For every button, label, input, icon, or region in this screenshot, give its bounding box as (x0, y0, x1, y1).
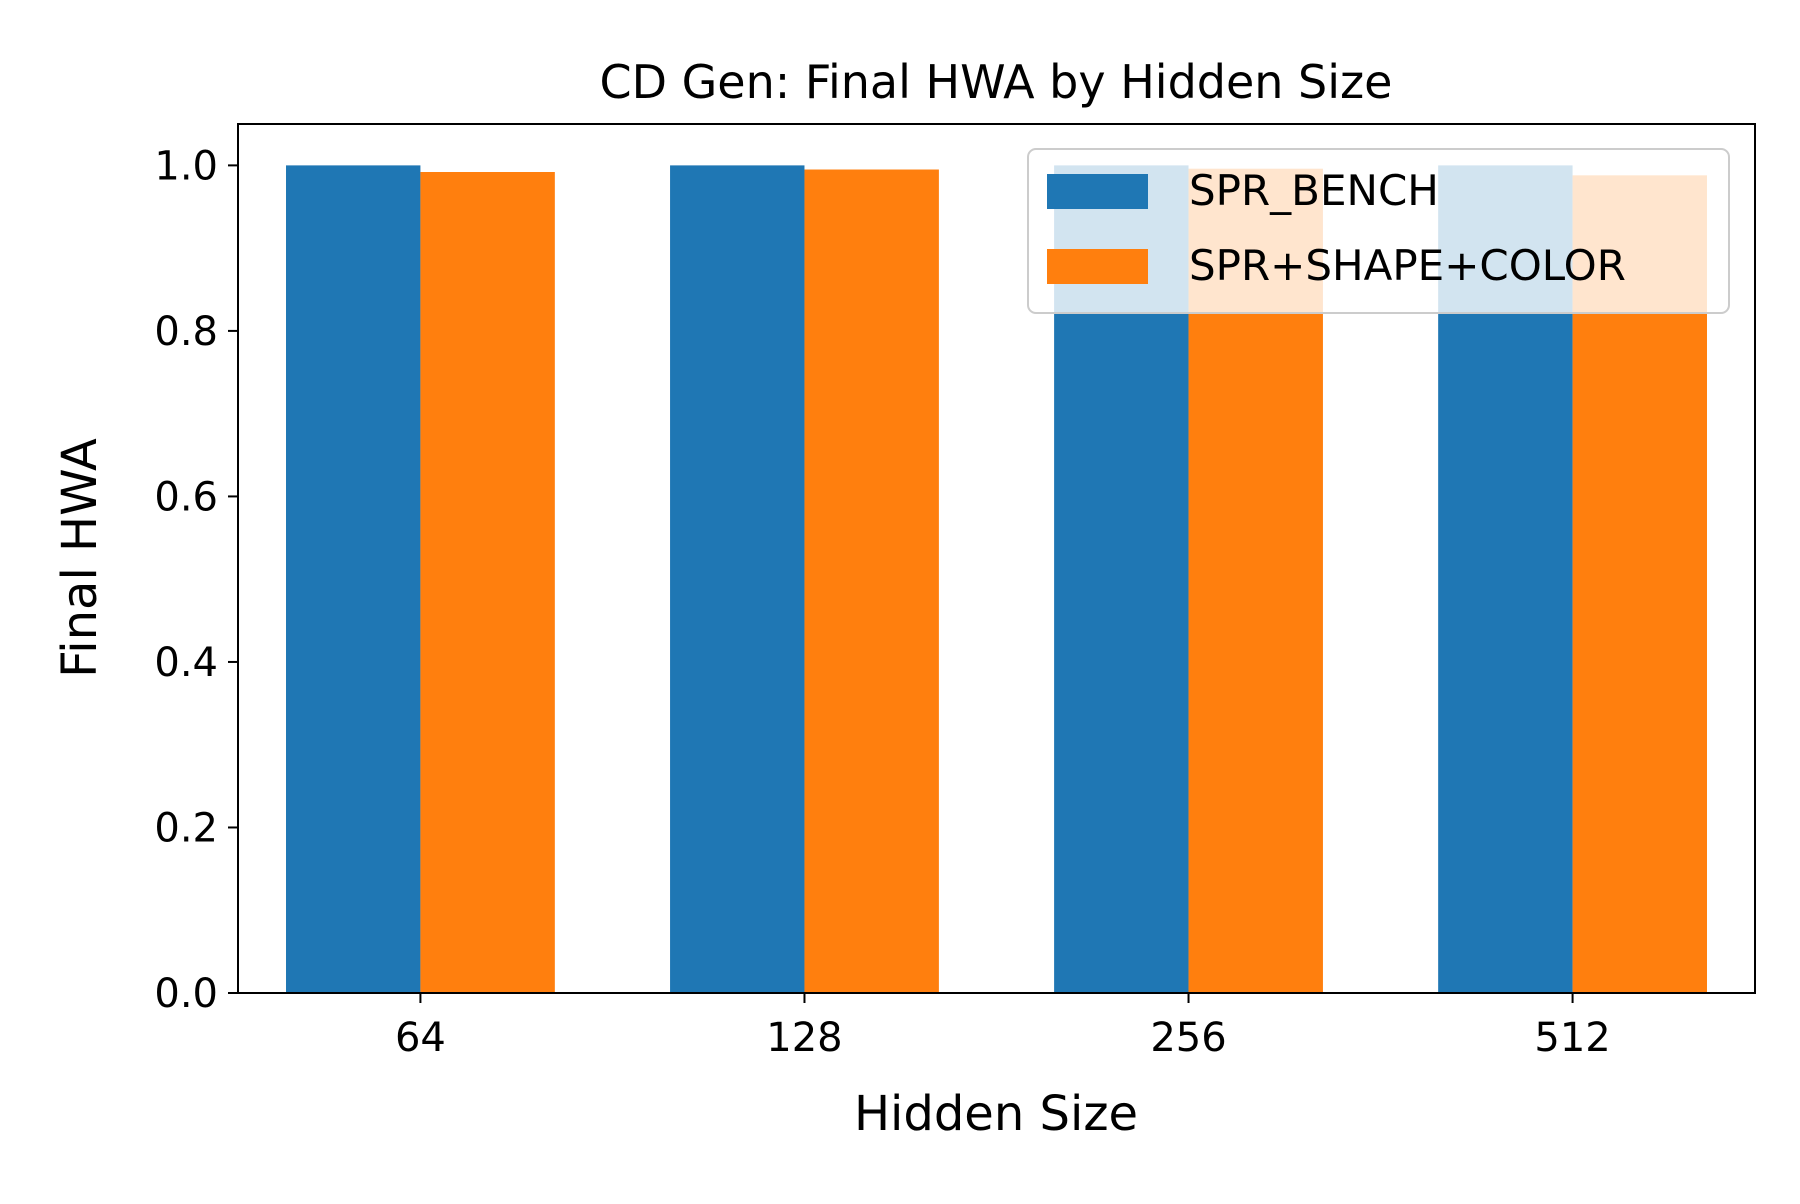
x-tick-label: 512 (1534, 1015, 1610, 1061)
plot-frame (237, 123, 1756, 994)
y-tick-label: 0.2 (154, 805, 218, 851)
y-axis: 0.0 0.2 0.4 0.6 0.8 1.0 (154, 143, 238, 1017)
bar-series-0-128 (670, 165, 805, 993)
y-tick-label: 1.0 (154, 143, 218, 189)
x-tick-label: 64 (395, 1015, 446, 1061)
chart-title: CD Gen: Final HWA by Hidden Size (600, 55, 1393, 109)
y-axis-label: Final HWA (52, 438, 108, 678)
y-tick-label: 0.8 (154, 309, 218, 355)
y-tick-label: 0.0 (154, 971, 218, 1017)
y-tick-label: 0.4 (154, 640, 218, 686)
legend-swatch-spr-bench (1047, 174, 1148, 209)
bar-series-0-64 (286, 165, 421, 993)
x-axis-label: Hidden Size (854, 1086, 1138, 1142)
x-tick-label: 256 (1150, 1015, 1226, 1061)
bar-series-1-128 (804, 169, 939, 993)
legend: SPR_BENCH SPR+SHAPE+COLOR (1027, 148, 1730, 314)
x-axis: 64 128 256 512 (395, 993, 1611, 1061)
y-tick-label: 0.6 (154, 474, 218, 520)
x-tick-label: 128 (766, 1015, 842, 1061)
legend-frame (1027, 148, 1730, 314)
legend-swatch-spr-shape-color (1047, 249, 1148, 284)
legend-label-spr-bench: SPR_BENCH (1189, 166, 1439, 215)
legend-label-spr-shape-color: SPR+SHAPE+COLOR (1189, 241, 1626, 290)
bar-series-1-64 (420, 172, 555, 994)
